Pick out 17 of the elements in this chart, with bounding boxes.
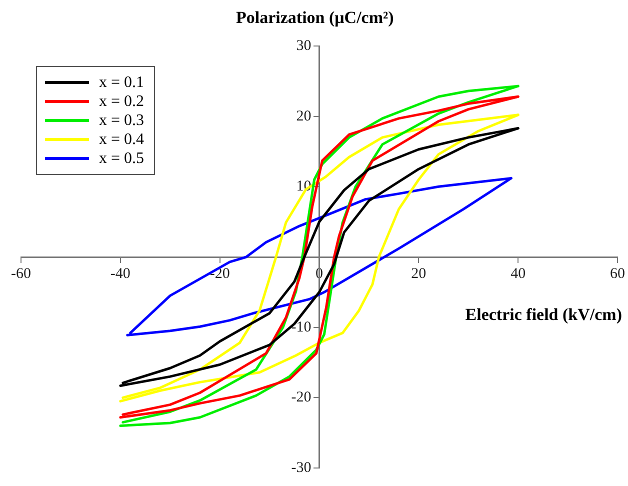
x-tick-label: 20 bbox=[411, 266, 426, 282]
legend-label: x = 0.4 bbox=[99, 130, 144, 148]
y-axis-title: Polarization (μC/cm²) bbox=[236, 8, 394, 28]
x-axis-title: Electric field (kV/cm) bbox=[465, 305, 622, 325]
legend-label: x = 0.3 bbox=[99, 112, 144, 130]
y-tick-label: -10 bbox=[291, 319, 312, 336]
legend-label: x = 0.2 bbox=[99, 92, 144, 110]
x-tick-label: -60 bbox=[11, 266, 31, 282]
x-tick-label: 40 bbox=[510, 266, 526, 282]
legend-label: x = 0.5 bbox=[99, 150, 144, 168]
x-tick-label: 60 bbox=[610, 266, 625, 282]
legend-label: x = 0.1 bbox=[99, 74, 144, 92]
y-tick-label: -30 bbox=[291, 460, 312, 476]
x-tick-label: -40 bbox=[110, 266, 130, 282]
y-tick-label: -20 bbox=[291, 390, 312, 406]
y-tick-label: 30 bbox=[296, 38, 312, 54]
y-tick-label: 20 bbox=[296, 108, 312, 124]
